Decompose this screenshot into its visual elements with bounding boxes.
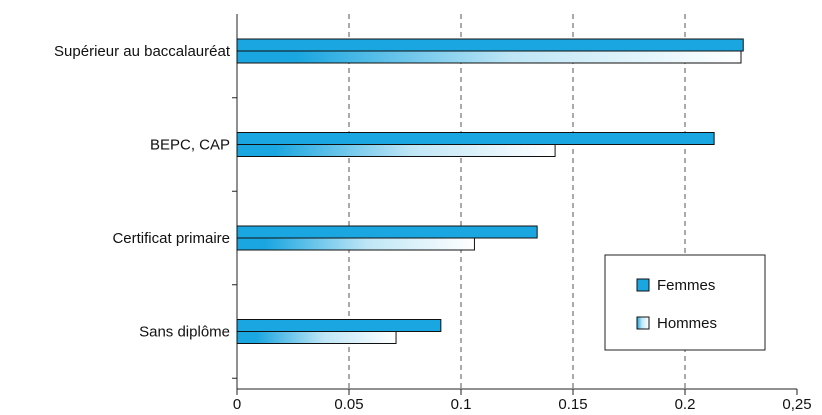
bar-hommes-2	[236, 237, 475, 251]
legend-swatch-hommes	[636, 316, 650, 330]
bars	[236, 38, 744, 344]
bar-femmes-3	[236, 319, 442, 332]
bar-femmes-2	[236, 225, 538, 239]
legend-box	[604, 254, 766, 351]
legend: Femmes Hommes	[604, 254, 766, 351]
labels: 0 0.05 0.1 0.15 0.2 0,25 Supérieur au baccalau…	[54, 43, 812, 413]
bar-femmes-1	[236, 132, 715, 145]
category-label-2: Certificat primaire	[112, 230, 230, 247]
bar-femmes-0	[236, 38, 744, 52]
bar-hommes-3	[236, 331, 397, 344]
x-tick-label-1: 0.05	[334, 396, 363, 413]
legend-label-femmes: Femmes	[657, 277, 715, 294]
bar-hommes-0	[236, 50, 742, 64]
x-tick-label-5: 0,25	[782, 396, 811, 413]
x-tick-label-4: 0.2	[675, 396, 696, 413]
x-tick-label-3: 0.15	[558, 396, 587, 413]
legend-label-hommes: Hommes	[657, 315, 717, 332]
category-label-3: Sans diplôme	[139, 324, 230, 341]
x-tick-label-2: 0.1	[451, 396, 472, 413]
category-label-1: BEPC, CAP	[150, 137, 230, 154]
legend-swatch-femmes	[636, 278, 650, 292]
category-label-0: Supérieur au baccalauréat	[54, 43, 231, 60]
bar-hommes-1	[236, 144, 556, 157]
x-tick-label-0: 0	[233, 396, 241, 413]
